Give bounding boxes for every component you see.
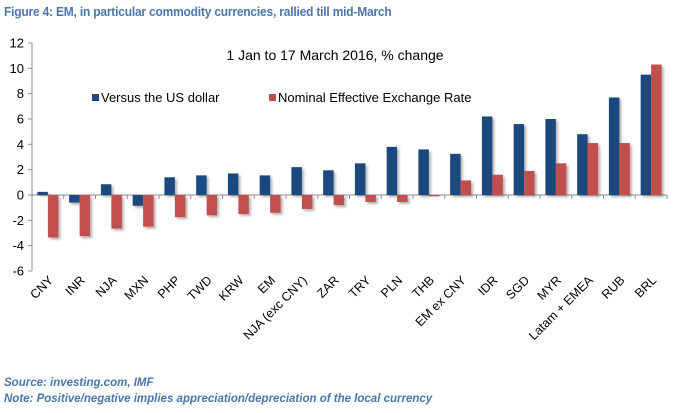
y-axis: 12 10 8 6 4 2 0 -2 -4 -6 (10, 36, 668, 279)
x-tick-label: IDR (475, 273, 500, 298)
y-tick-label: 12 (10, 36, 24, 51)
bar-neer-pln (397, 195, 408, 202)
bar-usd-zar (323, 170, 334, 195)
bar-usd-nja-exc-cny- (291, 167, 302, 195)
bar-usd-inr (69, 195, 80, 203)
bar-neer-try (365, 195, 376, 202)
bar-usd-latam-emea (577, 134, 588, 195)
bar-usd-php (164, 177, 175, 195)
y-tick-label: 10 (10, 61, 24, 76)
y-tick-label: 2 (17, 162, 24, 177)
bar-neer-krw (238, 195, 249, 214)
bar-usd-cny (37, 191, 48, 195)
x-tick-label: EM (255, 273, 278, 296)
source-note: Source: investing.com, IMF (4, 377, 154, 389)
x-tick-label: TRY (346, 273, 374, 301)
bar-usd-sgd (513, 124, 525, 195)
bar-usd-rub (608, 97, 620, 195)
figure-title: Figure 4: EM, in particular commodity cu… (4, 4, 392, 19)
bar-neer-thb (428, 195, 440, 197)
bar-neer-cny (47, 195, 59, 238)
bar-usd-idr (481, 116, 493, 195)
bar-usd-mxn (132, 195, 144, 206)
bar-usd-pln (386, 146, 398, 195)
y-tick-label: 8 (17, 86, 24, 101)
bar-neer-mxn (143, 195, 154, 227)
y-tick-label: 6 (17, 112, 24, 127)
bar-usd-krw (227, 173, 239, 195)
bar-neer-latam-emea (587, 143, 599, 195)
y-tick-label: -6 (12, 264, 24, 279)
legend: Versus the US dollar Nominal Effective E… (92, 90, 471, 105)
y-tick-label: 0 (17, 188, 24, 203)
bar-neer-sgd (524, 170, 535, 195)
footnote: Note: Positive/negative implies apprecia… (4, 393, 433, 405)
bar-neer-em (270, 195, 281, 213)
bar-chart: 12 10 8 6 4 2 0 -2 -4 -6 CNY INR NJA MXN PHP TWD KRW EM N… (10, 36, 668, 343)
bar-usd-nja (100, 184, 112, 195)
y-tick-label: -2 (12, 213, 24, 228)
bar-usd-em (259, 175, 271, 195)
x-tick-label: KRW (216, 273, 247, 304)
bar-usd-brl (640, 74, 652, 195)
x-tick-label: THB (409, 273, 437, 301)
bar-neer-myr (555, 163, 567, 195)
bar-usd-try (354, 163, 366, 195)
legend-label-neer: Nominal Effective Exchange Rate (278, 90, 471, 105)
legend-label-usd: Versus the US dollar (101, 90, 220, 105)
bar-neer-idr (492, 174, 503, 195)
x-tick-label: RUB (599, 273, 628, 302)
x-tick-label: SGD (503, 273, 532, 302)
x-tick-label: PHP (155, 273, 183, 301)
x-tick-label: TWD (185, 273, 215, 303)
legend-swatch-usd (92, 94, 99, 101)
bar-usd-thb (418, 149, 429, 195)
y-tick-label: -4 (12, 238, 24, 253)
bar-neer-php (174, 195, 186, 218)
x-tick-label: BRL (632, 273, 659, 300)
bar-neer-brl (651, 64, 662, 196)
bar-neer-nja-exc-cny- (301, 195, 313, 209)
bar-neer-inr (79, 195, 91, 237)
bar-usd-myr (545, 119, 556, 195)
x-tick-label: INR (63, 273, 88, 298)
x-tick-label: MXN (122, 273, 152, 303)
chart-subtitle: 1 Jan to 17 March 2016, % change (226, 47, 443, 63)
x-tick-label: CNY (27, 273, 56, 302)
x-tick-label: PLN (378, 273, 405, 300)
bar-neer-zar (333, 195, 345, 206)
y-tick-label: 4 (17, 137, 24, 152)
x-tick-label: NJA (93, 273, 120, 300)
legend-swatch-neer (269, 94, 276, 101)
bar-neer-rub (619, 143, 630, 195)
x-tick-label: ZAR (314, 273, 342, 301)
bar-usd-em-ex-cny (450, 153, 461, 195)
bar-neer-twd (206, 195, 218, 216)
bar-neer-em-ex-cny (460, 180, 472, 195)
bar-neer-nja (111, 195, 122, 229)
bar-usd-twd (196, 175, 207, 195)
bars (37, 64, 662, 238)
